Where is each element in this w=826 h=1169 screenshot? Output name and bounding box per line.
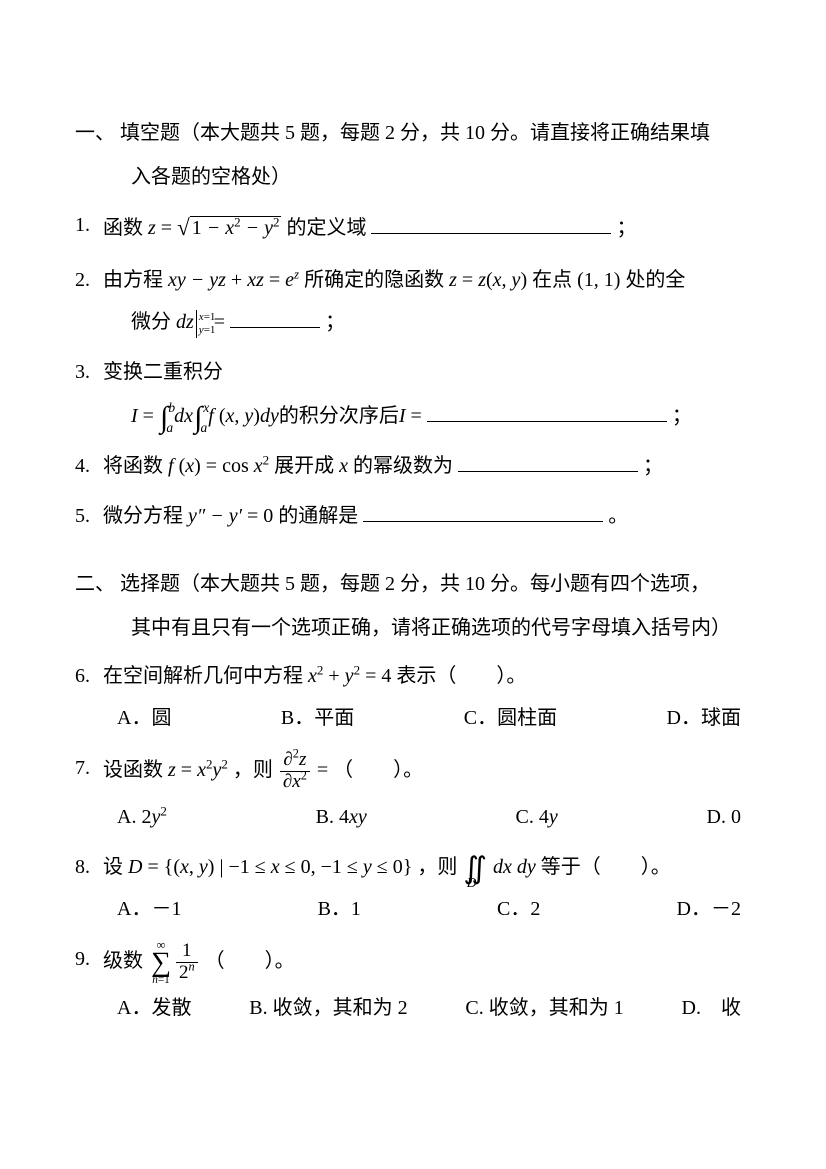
q4-x: x xyxy=(339,455,353,477)
q6-options: A．圆 B．平面 C．圆柱面 D．球面 xyxy=(103,700,751,736)
q5-post: 的通解是 xyxy=(278,505,358,527)
q9-post: （ ）。 xyxy=(205,950,295,972)
question-3: 3. 变换二重积分 I = ∫ba dx∫xa f (x, y)dy的积分次序后… xyxy=(75,354,751,434)
q8-num: 8. xyxy=(75,849,90,885)
q5-blank xyxy=(363,500,603,522)
q3-line1: 变换二重积分 xyxy=(103,354,751,390)
q9-pre: 级数 xyxy=(103,950,143,972)
q3-num: 3. xyxy=(75,354,90,390)
q5-period: 。 xyxy=(608,505,628,527)
question-2: 2. 由方程 xy − yz + xz = ez 所确定的隐函数 z = z(x… xyxy=(75,262,751,340)
q8-int: ∬D dx dy xyxy=(462,856,540,878)
q3-semi: ； xyxy=(672,405,692,427)
q1-post: 的定义域 xyxy=(286,217,366,239)
q2-point: (1, 1) xyxy=(577,269,620,291)
q4-pre: 将函数 xyxy=(103,455,163,477)
q9-opt-c: C. 收敛，其和为 1 xyxy=(465,990,623,1026)
q4-mid: 展开成 xyxy=(274,455,334,477)
q2-mid: 所确定的隐函数 xyxy=(304,269,444,291)
section-1-title: 一、 填空题（本大题共 5 题，每题 2 分，共 10 分。请直接将正确结果填 xyxy=(75,115,751,151)
q4-semi: ； xyxy=(643,455,663,477)
q2-fn: z = z(x, y) xyxy=(449,269,532,291)
q6-pre: 在空间解析几何中方程 xyxy=(103,665,303,687)
q2-semi: ； xyxy=(325,311,345,333)
q8-opt-d: D．－2 xyxy=(677,891,741,927)
section-1-subtitle: 入各题的空格处） xyxy=(75,159,751,195)
q1-formula: z = √1 − x2 − y2 xyxy=(148,217,286,239)
section-2-subtitle: 其中有且只有一个选项正确，请将正确选项的代号字母填入括号内） xyxy=(75,610,751,646)
question-5: 5. 微分方程 y″ − y′ = 0 的通解是 。 xyxy=(75,498,751,534)
q7-opt-b: B. 4xy xyxy=(316,799,367,835)
q4-fn: f (x) = cos x2 xyxy=(168,455,274,477)
q8-opt-c: C．2 xyxy=(497,891,540,927)
q6-opt-a: A．圆 xyxy=(117,700,171,736)
q5-pre: 微分方程 xyxy=(103,505,183,527)
q8-opt-a: A．－1 xyxy=(117,891,181,927)
q3-I-equals: I = xyxy=(399,405,427,427)
q8-opt-b: B．1 xyxy=(318,891,361,927)
q8-pre: 设 xyxy=(103,856,123,878)
q8-options: A．－1 B．1 C．2 D．－2 xyxy=(103,891,751,927)
q7-opt-d: D. 0 xyxy=(707,799,741,835)
q7-options: A. 2y2 B. 4xy C. 4y D. 0 xyxy=(103,799,751,835)
q4-num: 4. xyxy=(75,448,90,484)
q2-post: 在点 xyxy=(532,269,572,291)
q9-opt-d: D. 收 xyxy=(682,990,741,1026)
q7-opt-c: C. 4y xyxy=(516,799,558,835)
q9-opt-b: B. 收敛，其和为 2 xyxy=(249,990,407,1026)
q2-pre: 由方程 xyxy=(103,269,163,291)
q6-post: 表示（ ）。 xyxy=(396,665,526,687)
q6-num: 6. xyxy=(75,658,90,694)
question-8: 8. 设 D = {(x, y) | −1 ≤ x ≤ 0, −1 ≤ y ≤ … xyxy=(75,849,751,927)
q2-end: 处的全 xyxy=(625,269,685,291)
question-9: 9. 级数 ∑∞n=112n （ ）。 A．发散 B. 收敛，其和为 2 C. … xyxy=(75,941,751,1026)
question-4: 4. 将函数 f (x) = cos x2 展开成 x 的幂级数为 ； xyxy=(75,448,751,484)
q4-post: 的幂级数为 xyxy=(353,455,453,477)
q3-blank xyxy=(427,400,667,422)
q2-blank xyxy=(230,306,320,328)
q2-num: 2. xyxy=(75,262,90,298)
q8-set: D = {(x, y) | −1 ≤ x ≤ 0, −1 ≤ y ≤ 0} xyxy=(128,856,412,878)
section-2-title: 二、 选择题（本大题共 5 题，每题 2 分，共 10 分。每小题有四个选项， xyxy=(75,566,751,602)
q2-line2a: 微分 xyxy=(131,311,171,333)
q7-opt-a: A. 2y2 xyxy=(117,799,167,835)
q7-num: 7. xyxy=(75,750,90,786)
q8-post: 等于（ ）。 xyxy=(541,856,671,878)
q6-opt-b: B．平面 xyxy=(281,700,354,736)
q9-series: ∑∞n=112n xyxy=(148,950,205,972)
q7-pre: 设函数 xyxy=(103,759,163,781)
q9-opt-a: A．发散 xyxy=(117,990,191,1026)
q1-num: 1. xyxy=(75,207,90,243)
q3-integral-expr: I = ∫ba dx∫xa f (x, y)dy xyxy=(131,405,279,427)
q9-options: A．发散 B. 收敛，其和为 2 C. 收敛，其和为 1 D. 收 xyxy=(103,990,751,1026)
q1-semi: ； xyxy=(616,217,636,239)
q5-num: 5. xyxy=(75,498,90,534)
question-6: 6. 在空间解析几何中方程 x2 + y2 = 4 表示（ ）。 A．圆 B．平… xyxy=(75,658,751,736)
q5-ode: y″ − y′ = 0 xyxy=(188,505,278,527)
q7-mid: ，则 xyxy=(233,759,273,781)
q8-mid: ，则 xyxy=(417,856,457,878)
question-1: 1. 函数 z = √1 − x2 − y2 的定义域 ； xyxy=(75,207,751,248)
q6-eq: x2 + y2 = 4 xyxy=(308,665,396,687)
q6-opt-d: D．球面 xyxy=(667,700,741,736)
q7-post: （ ）。 xyxy=(333,759,423,781)
q2-dz: dzx=1y=1 = xyxy=(176,311,230,333)
q2-eq: xy − yz + xz = ez xyxy=(168,269,304,291)
q7-fn: z = x2y2 xyxy=(168,759,233,781)
q3-post: 的积分次序后 xyxy=(279,405,399,427)
q1-pre: 函数 xyxy=(103,217,143,239)
q1-blank xyxy=(371,212,611,234)
q4-blank xyxy=(458,450,638,472)
q6-opt-c: C．圆柱面 xyxy=(464,700,557,736)
question-7: 7. 设函数 z = x2y2 ，则 ∂2z∂x2 = （ ）。 A. 2y2 … xyxy=(75,750,751,835)
q7-deriv: ∂2z∂x2 = xyxy=(278,759,333,781)
q9-num: 9. xyxy=(75,941,90,977)
